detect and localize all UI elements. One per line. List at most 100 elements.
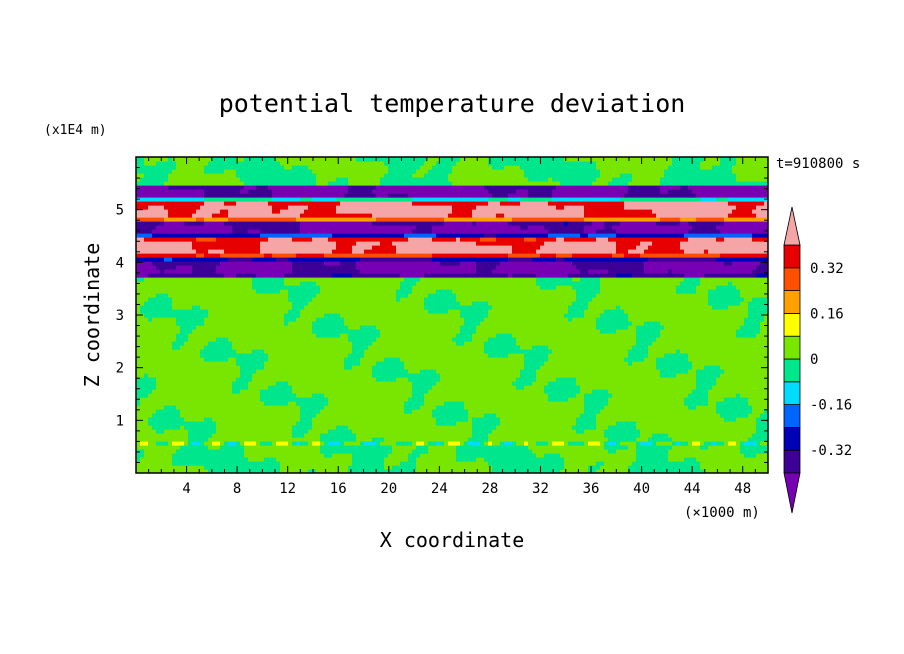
- field-cell: [360, 353, 365, 358]
- field-cell: [360, 453, 365, 458]
- field-cell: [568, 377, 573, 382]
- field-cell: [636, 409, 641, 414]
- field-cell: [548, 421, 553, 426]
- field-cell: [548, 437, 553, 442]
- field-cell: [164, 369, 169, 374]
- field-cell: [180, 401, 185, 406]
- field-cell: [312, 469, 317, 473]
- field-cell: [452, 365, 457, 370]
- field-cell: [212, 437, 217, 442]
- field-cell: [400, 453, 405, 458]
- field-cell: [224, 345, 229, 350]
- field-cell: [228, 409, 233, 414]
- field-cell: [488, 361, 493, 366]
- field-cell: [476, 361, 481, 366]
- field-cell: [488, 369, 493, 374]
- field-cell: [688, 377, 693, 382]
- field-cell: [656, 389, 661, 394]
- field-cell: [540, 353, 545, 358]
- field-cell: [720, 409, 725, 414]
- field-cell: [548, 453, 553, 458]
- field-cell: [568, 361, 573, 366]
- field-cell: [688, 393, 693, 398]
- field-cell: [136, 393, 141, 398]
- field-cell: [484, 441, 489, 446]
- field-cell: [732, 413, 737, 418]
- field-cell: [692, 461, 697, 466]
- field-cell: [308, 469, 313, 473]
- field-cell: [760, 469, 765, 473]
- field-cell: [380, 397, 385, 402]
- field-cell: [624, 353, 629, 358]
- field-cell: [420, 389, 425, 394]
- field-cell: [708, 393, 713, 398]
- field-cell: [240, 469, 245, 473]
- field-cell: [192, 425, 197, 430]
- field-cell: [540, 357, 545, 362]
- field-cell: [556, 369, 561, 374]
- field-cell: [360, 437, 365, 442]
- field-cell: [380, 433, 385, 438]
- field-cell: [740, 449, 745, 454]
- field-cell: [408, 429, 413, 434]
- field-cell: [468, 393, 473, 398]
- field-cell: [760, 349, 765, 354]
- field-cell: [160, 409, 165, 414]
- field-cell: [488, 405, 493, 410]
- field-cell: [612, 425, 617, 430]
- field-cell: [428, 393, 433, 398]
- field-cell: [692, 421, 697, 426]
- field-cell: [652, 389, 657, 394]
- field-cell: [532, 441, 537, 446]
- field-cell: [748, 457, 753, 462]
- field-cell: [756, 389, 761, 394]
- field-cell: [752, 421, 757, 426]
- field-cell: [660, 461, 665, 466]
- field-cell: [384, 373, 389, 378]
- field-cell: [736, 389, 741, 394]
- field-cell: [580, 365, 585, 370]
- field-cell: [736, 373, 741, 378]
- field-cell: [576, 385, 581, 390]
- field-cell: [508, 417, 513, 422]
- field-cell: [492, 353, 497, 358]
- field-cell: [296, 385, 301, 390]
- field-cell: [252, 393, 257, 398]
- field-cell: [532, 465, 537, 470]
- field-cell: [620, 409, 625, 414]
- field-cell: [256, 405, 261, 410]
- field-cell: [600, 361, 605, 366]
- field-cell: [444, 409, 449, 414]
- field-cell: [672, 381, 677, 386]
- field-cell: [260, 369, 265, 374]
- field-cell: [436, 397, 441, 402]
- field-cell: [604, 421, 609, 426]
- field-cell: [744, 369, 749, 374]
- field-cell: [636, 353, 641, 358]
- field-cell: [228, 365, 233, 370]
- field-cell: [384, 365, 389, 370]
- field-cell: [592, 441, 597, 446]
- field-cell: [596, 441, 601, 446]
- field-cell: [188, 437, 193, 442]
- field-cell: [524, 385, 529, 390]
- field-cell: [680, 413, 685, 418]
- field-cell: [576, 425, 581, 430]
- field-cell: [320, 429, 325, 434]
- field-cell: [500, 357, 505, 362]
- field-cell: [348, 345, 353, 350]
- field-cell: [484, 409, 489, 414]
- field-cell: [172, 373, 177, 378]
- field-cell: [552, 437, 557, 442]
- field-cell: [196, 349, 201, 354]
- field-cell: [304, 381, 309, 386]
- field-cell: [504, 345, 509, 350]
- field-cell: [660, 429, 665, 434]
- field-cell: [280, 465, 285, 470]
- field-cell: [456, 409, 461, 414]
- field-cell: [236, 429, 241, 434]
- field-cell: [464, 393, 469, 398]
- field-cell: [268, 369, 273, 374]
- field-cell: [232, 349, 237, 354]
- field-cell: [200, 461, 205, 466]
